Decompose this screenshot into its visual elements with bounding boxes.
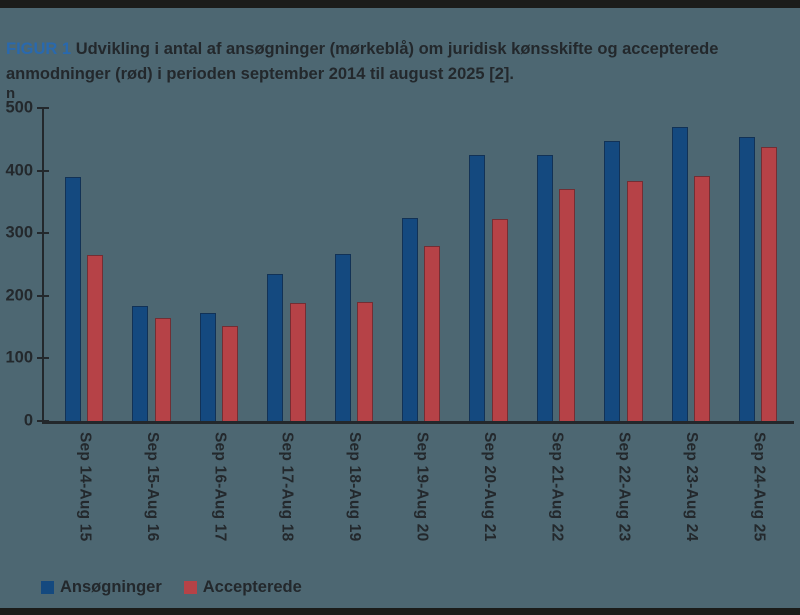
- y-axis-tick: [37, 294, 49, 297]
- top-border: [0, 0, 800, 8]
- x-axis-label: Sep 23-Aug 24: [683, 432, 701, 542]
- bar-accepterede: [559, 188, 576, 421]
- figure-number: FIGUR 1: [6, 39, 72, 58]
- x-axis-label: Sep 14-Aug 15: [76, 432, 94, 542]
- y-axis-unit-label: n: [6, 85, 16, 102]
- bar-ansogninger: [469, 154, 486, 421]
- x-axis-label: Sep 17-Aug 18: [278, 432, 296, 542]
- bar-ansogninger: [402, 217, 418, 421]
- bar-ansogninger: [604, 140, 621, 421]
- y-axis-tick-label: 200: [5, 286, 33, 305]
- bar-accepterede: [222, 326, 239, 421]
- y-axis-tick-label: 300: [5, 223, 33, 242]
- bar-ansogninger: [536, 154, 553, 421]
- bar-ansogninger: [334, 253, 351, 421]
- bar-ansogninger: [267, 273, 284, 421]
- bar-accepterede: [491, 218, 508, 421]
- y-axis-tick-label: 100: [5, 348, 33, 367]
- bar-ansogninger: [199, 313, 216, 421]
- x-axis-label: Sep 24-Aug 25: [750, 432, 768, 542]
- y-axis-tick-label: 0: [23, 411, 33, 430]
- bar-ansogninger: [671, 126, 688, 421]
- y-axis-tick-label: 400: [5, 161, 33, 180]
- bar-accepterede: [626, 181, 643, 421]
- x-axis-label: Sep 18-Aug 19: [346, 432, 364, 542]
- y-axis-tick: [37, 357, 49, 360]
- legend-label-ansogninger: Ansøgninger: [60, 578, 162, 596]
- figure-caption-line2: anmodninger (rød) i perioden september 2…: [6, 64, 514, 83]
- legend-label-accepterede: Accepterede: [202, 578, 302, 596]
- legend-item-accepterede: Accepterede: [183, 578, 302, 597]
- x-axis-label: Sep 21-Aug 22: [548, 432, 566, 542]
- bar-accepterede: [761, 146, 778, 421]
- figure-title: FIGUR 1 Udvikling i antal af ansøgninger…: [6, 37, 792, 87]
- bar-ansogninger: [739, 137, 755, 421]
- bar-accepterede: [424, 245, 441, 421]
- x-axis-label: Sep 19-Aug 20: [413, 432, 431, 542]
- bar-ansogninger: [65, 176, 81, 421]
- bottom-border: [0, 608, 800, 615]
- bar-accepterede: [154, 317, 171, 421]
- bar-accepterede: [356, 302, 373, 421]
- y-axis-tick: [37, 232, 49, 235]
- bar-chart-plot-area: 0 100 200 300 400 500 Sep 14-Aug 15 Sep 15-Aug …: [5, 99, 794, 541]
- y-axis-tick: [37, 107, 49, 109]
- y-axis-tick: [37, 420, 49, 422]
- figure-caption-line1: Udvikling i antal af ansøgninger (mørkeb…: [75, 39, 719, 58]
- x-axis-label: Sep 16-Aug 17: [211, 432, 229, 542]
- x-axis-label: Sep 15-Aug 16: [143, 432, 161, 542]
- bar-accepterede: [289, 303, 306, 421]
- x-axis-label: Sep 20-Aug 21: [480, 432, 498, 542]
- y-axis-tick: [37, 169, 49, 172]
- legend: Ansøgninger Accepterede: [41, 578, 302, 597]
- bar-accepterede: [693, 175, 710, 421]
- y-axis-tick-label: 500: [5, 98, 33, 117]
- bar-accepterede: [87, 255, 104, 421]
- legend-item-ansogninger: Ansøgninger: [41, 578, 162, 597]
- x-axis-label: Sep 22-Aug 23: [615, 432, 633, 542]
- legend-swatch-ansogninger: [41, 581, 54, 594]
- bar-ansogninger: [132, 305, 149, 421]
- legend-swatch-accepterede: [183, 581, 197, 594]
